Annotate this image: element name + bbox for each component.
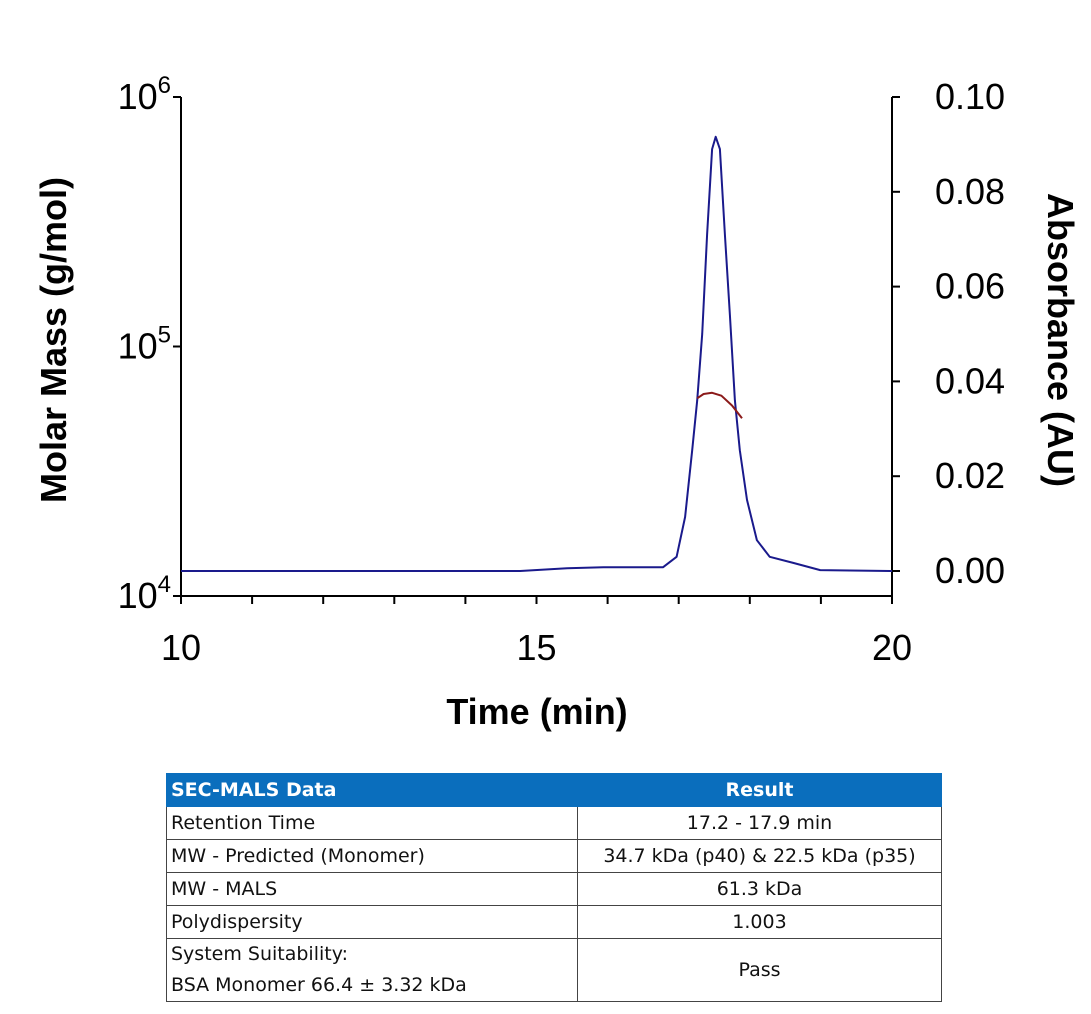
- right-tick-label: 0.02: [935, 455, 1005, 496]
- right-axis-label: Absorbance (AU): [1040, 193, 1081, 487]
- left-tick-label: 104: [118, 571, 171, 616]
- sec-mals-table: SEC-MALS Data Result Retention Time 17.2 …: [166, 773, 942, 1002]
- right-tick-label: 0.04: [935, 360, 1005, 401]
- row-label: MW - MALS: [166, 872, 578, 906]
- left-tick-label: 106: [118, 72, 171, 117]
- table-row: System Suitability: BSA Monomer 66.4 ± 3.…: [166, 938, 942, 1002]
- header-cell: Result: [577, 773, 942, 807]
- label-line: System Suitability:: [171, 943, 348, 965]
- table-header-row: SEC-MALS Data Result: [166, 773, 942, 807]
- left-axis-label: Molar Mass (g/mol): [33, 177, 74, 503]
- header-cell: SEC-MALS Data: [166, 773, 578, 807]
- x-axis-label: Time (min): [446, 691, 627, 732]
- row-label: MW - Predicted (Monomer): [166, 839, 578, 873]
- sec-mals-chart: 10 15 201041051060.000.020.040.060.080.10 …: [33, 72, 1081, 732]
- right-tick-label: 0.08: [935, 171, 1005, 212]
- left-tick-label: 105: [118, 322, 171, 367]
- row-value: 1.003: [577, 905, 942, 939]
- x-tick-label: 20: [872, 627, 912, 668]
- label-line: BSA Monomer 66.4 ± 3.32 kDa: [171, 974, 467, 996]
- table-row: Polydispersity 1.003: [166, 905, 942, 939]
- table-row: MW - MALS 61.3 kDa: [166, 872, 942, 906]
- x-tick-label: 10: [161, 627, 201, 668]
- absorbance-series: [181, 135, 893, 572]
- right-tick-label: 0.06: [935, 266, 1005, 307]
- row-label: Retention Time: [166, 806, 578, 840]
- row-value: 17.2 - 17.9 min: [577, 806, 942, 840]
- row-label: System Suitability: BSA Monomer 66.4 ± 3.…: [166, 938, 578, 1002]
- table-row: Retention Time 17.2 - 17.9 min: [166, 806, 942, 840]
- row-label: Polydispersity: [166, 905, 578, 939]
- x-tick-label: 15: [516, 627, 556, 668]
- right-tick-label: 0.10: [935, 76, 1005, 117]
- right-tick-label: 0.00: [935, 550, 1005, 591]
- table-row: MW - Predicted (Monomer) 34.7 kDa (p40) &…: [166, 839, 942, 873]
- row-value: 34.7 kDa (p40) & 22.5 kDa (p35): [577, 839, 942, 873]
- row-value: 61.3 kDa: [577, 872, 942, 906]
- molar-mass-series: [696, 391, 743, 419]
- row-value: Pass: [577, 938, 942, 1002]
